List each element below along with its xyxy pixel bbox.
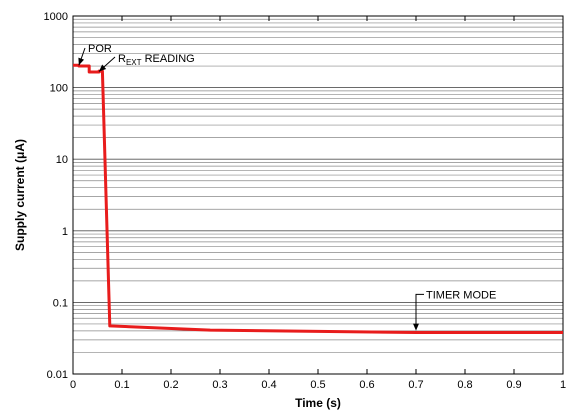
timer-arrowhead bbox=[413, 323, 419, 331]
annotation-timer-mode: TIMER MODE bbox=[413, 289, 496, 331]
por-arrowhead bbox=[78, 57, 85, 66]
x-tick-label: 0.2 bbox=[163, 379, 178, 391]
y-tick-label: 100 bbox=[50, 83, 68, 95]
rext-arrowhead bbox=[98, 64, 107, 72]
y-tick-label: 0.01 bbox=[47, 369, 68, 381]
x-tick-label: 0 bbox=[70, 379, 76, 391]
x-axis-title: Time (s) bbox=[295, 396, 341, 410]
por-label: POR bbox=[88, 43, 112, 55]
x-tick-label: 0.4 bbox=[261, 379, 276, 391]
y-tick-label: 1 bbox=[62, 226, 68, 238]
x-tick-label: 0.6 bbox=[359, 379, 374, 391]
rext-label: REXT READING bbox=[118, 53, 195, 67]
rext-main: R bbox=[118, 53, 126, 65]
rext-subscript: EXT bbox=[126, 58, 142, 67]
timer-label: TIMER MODE bbox=[426, 289, 496, 301]
y-tick-label: 10 bbox=[56, 154, 68, 166]
rext-rest: READING bbox=[142, 53, 195, 65]
x-tick-label: 0.7 bbox=[408, 379, 423, 391]
x-tick-label: 0.8 bbox=[457, 379, 472, 391]
x-tick-label: 0.9 bbox=[506, 379, 521, 391]
x-tick-label: 0.1 bbox=[114, 379, 129, 391]
y-axis-ticks: 0.01 0.1 1 10 100 1000 bbox=[44, 11, 68, 381]
y-tick-label: 1000 bbox=[44, 11, 68, 23]
grid-lines bbox=[73, 18, 563, 353]
x-tick-label: 0.5 bbox=[310, 379, 325, 391]
series-line bbox=[73, 63, 563, 334]
x-tick-label: 1 bbox=[560, 379, 566, 391]
annotation-rext-reading: REXT READING bbox=[98, 53, 195, 72]
y-axis-title: Supply current (μA) bbox=[13, 139, 27, 251]
timer-leader bbox=[415, 293, 424, 325]
series-layer bbox=[73, 63, 563, 334]
plot-frame bbox=[72, 15, 564, 375]
x-axis-ticks: 0 0.1 0.2 0.3 0.4 0.5 0.6 0.7 0.8 0.9 1 bbox=[70, 16, 566, 391]
annotation-por: POR bbox=[78, 43, 112, 66]
x-tick-label: 0.3 bbox=[212, 379, 227, 391]
y-tick-label: 0.1 bbox=[53, 297, 68, 309]
